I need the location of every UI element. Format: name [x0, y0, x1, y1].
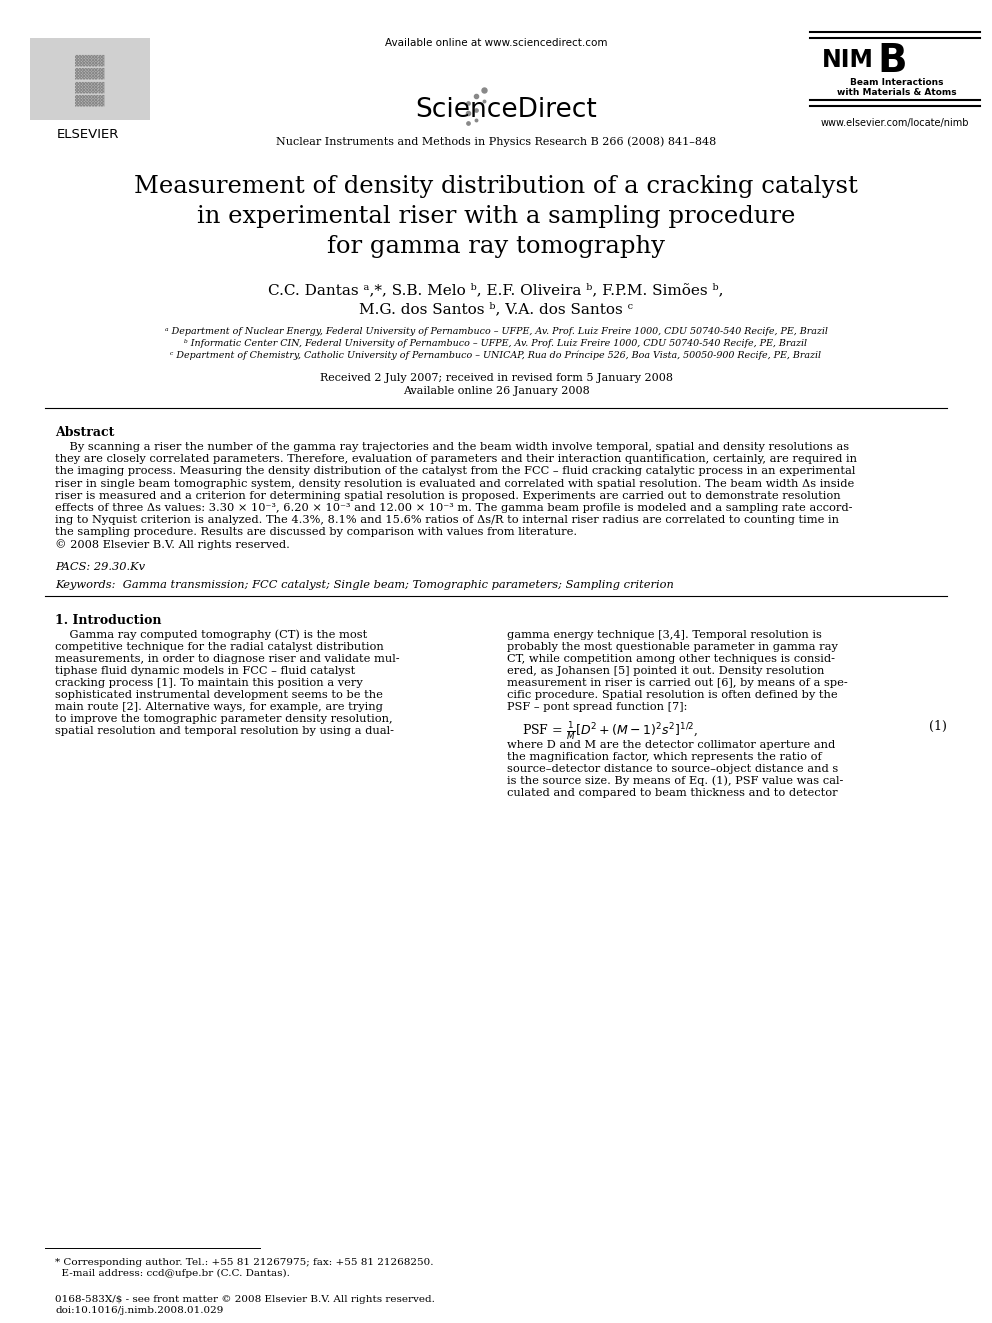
Text: for gamma ray tomography: for gamma ray tomography: [327, 235, 665, 258]
Text: Available online 26 January 2008: Available online 26 January 2008: [403, 386, 589, 396]
Text: Received 2 July 2007; received in revised form 5 January 2008: Received 2 July 2007; received in revise…: [319, 373, 673, 382]
Text: www.elsevier.com/locate/nimb: www.elsevier.com/locate/nimb: [820, 118, 969, 128]
Text: E-mail address: ccd@ufpe.br (C.C. Dantas).: E-mail address: ccd@ufpe.br (C.C. Dantas…: [55, 1269, 290, 1278]
Text: Abstract: Abstract: [55, 426, 114, 439]
Text: to improve the tomographic parameter density resolution,: to improve the tomographic parameter den…: [55, 714, 393, 724]
Text: Measurement of density distribution of a cracking catalyst: Measurement of density distribution of a…: [134, 175, 858, 198]
Text: culated and compared to beam thickness and to detector: culated and compared to beam thickness a…: [507, 787, 837, 798]
Text: * Corresponding author. Tel.: +55 81 21267975; fax: +55 81 21268250.: * Corresponding author. Tel.: +55 81 212…: [55, 1258, 434, 1267]
Text: spatial resolution and temporal resolution by using a dual-: spatial resolution and temporal resoluti…: [55, 726, 394, 736]
Text: ered, as Johansen [5] pointed it out. Density resolution: ered, as Johansen [5] pointed it out. De…: [507, 665, 824, 676]
Text: the imaging process. Measuring the density distribution of the catalyst from the: the imaging process. Measuring the densi…: [55, 467, 855, 476]
Text: PSF = $\frac{1}{M}[D^2 + (M-1)^2 s^2]^{1/2}$,: PSF = $\frac{1}{M}[D^2 + (M-1)^2 s^2]^{1…: [522, 720, 698, 742]
Text: riser is measured and a criterion for determining spatial resolution is proposed: riser is measured and a criterion for de…: [55, 491, 840, 501]
Text: tiphase fluid dynamic models in FCC – fluid catalyst: tiphase fluid dynamic models in FCC – fl…: [55, 665, 355, 676]
Text: the magnification factor, which represents the ratio of: the magnification factor, which represen…: [507, 751, 821, 762]
Text: measurement in riser is carried out [6], by means of a spe-: measurement in riser is carried out [6],…: [507, 677, 848, 688]
Text: ScienceDirect: ScienceDirect: [415, 97, 597, 123]
Text: sophisticated instrumental development seems to be the: sophisticated instrumental development s…: [55, 689, 383, 700]
Text: (1): (1): [930, 720, 947, 733]
Text: ᵃ Department of Nuclear Energy, Federal University of Pernambuco – UFPE, Av. Pro: ᵃ Department of Nuclear Energy, Federal …: [165, 327, 827, 336]
Text: they are closely correlated parameters. Therefore, evaluation of parameters and : they are closely correlated parameters. …: [55, 454, 857, 464]
Text: © 2008 Elsevier B.V. All rights reserved.: © 2008 Elsevier B.V. All rights reserved…: [55, 540, 290, 550]
Text: is the source size. By means of Eq. (1), PSF value was cal-: is the source size. By means of Eq. (1),…: [507, 775, 843, 786]
Text: where D and M are the detector collimator aperture and: where D and M are the detector collimato…: [507, 740, 835, 750]
Text: Nuclear Instruments and Methods in Physics Research B 266 (2008) 841–848: Nuclear Instruments and Methods in Physi…: [276, 136, 716, 147]
Text: measurements, in order to diagnose riser and validate mul-: measurements, in order to diagnose riser…: [55, 654, 400, 664]
Text: main route [2]. Alternative ways, for example, are trying: main route [2]. Alternative ways, for ex…: [55, 701, 383, 712]
Text: CT, while competition among other techniques is consid-: CT, while competition among other techni…: [507, 654, 835, 664]
Text: C.C. Dantas ᵃ,*, S.B. Melo ᵇ, E.F. Oliveira ᵇ, F.P.M. Simões ᵇ,: C.C. Dantas ᵃ,*, S.B. Melo ᵇ, E.F. Olive…: [268, 283, 724, 296]
Text: By scanning a riser the number of the gamma ray trajectories and the beam width : By scanning a riser the number of the ga…: [55, 442, 849, 452]
Text: PACS: 29.30.Kv: PACS: 29.30.Kv: [55, 562, 145, 572]
Text: competitive technique for the radial catalyst distribution: competitive technique for the radial cat…: [55, 642, 384, 652]
Text: doi:10.1016/j.nimb.2008.01.029: doi:10.1016/j.nimb.2008.01.029: [55, 1306, 223, 1315]
Text: with Materials & Atoms: with Materials & Atoms: [837, 89, 957, 97]
Text: Available online at www.sciencedirect.com: Available online at www.sciencedirect.co…: [385, 38, 607, 48]
Text: gamma energy technique [3,4]. Temporal resolution is: gamma energy technique [3,4]. Temporal r…: [507, 630, 822, 640]
FancyBboxPatch shape: [30, 38, 150, 120]
Text: Keywords:  Gamma transmission; FCC catalyst; Single beam; Tomographic parameters: Keywords: Gamma transmission; FCC cataly…: [55, 579, 674, 590]
Text: in experimental riser with a sampling procedure: in experimental riser with a sampling pr…: [196, 205, 796, 228]
Text: PSF – pont spread function [7]:: PSF – pont spread function [7]:: [507, 701, 687, 712]
Text: ▓▓▓▓▓
▓▓▓▓▓
▓▓▓▓▓
▓▓▓▓▓: ▓▓▓▓▓ ▓▓▓▓▓ ▓▓▓▓▓ ▓▓▓▓▓: [75, 54, 105, 106]
Text: NIM: NIM: [822, 48, 874, 71]
Text: B: B: [877, 42, 907, 79]
Text: ing to Nyquist criterion is analyzed. The 4.3%, 8.1% and 15.6% ratios of Δs/R to: ing to Nyquist criterion is analyzed. Th…: [55, 515, 839, 525]
Text: Gamma ray computed tomography (CT) is the most: Gamma ray computed tomography (CT) is th…: [55, 630, 367, 640]
Text: 0168-583X/$ - see front matter © 2008 Elsevier B.V. All rights reserved.: 0168-583X/$ - see front matter © 2008 El…: [55, 1295, 434, 1304]
Text: effects of three Δs values: 3.30 × 10⁻³, 6.20 × 10⁻³ and 12.00 × 10⁻³ m. The gam: effects of three Δs values: 3.30 × 10⁻³,…: [55, 503, 852, 513]
Text: the sampling procedure. Results are discussed by comparison with values from lit: the sampling procedure. Results are disc…: [55, 528, 577, 537]
Text: ᵇ Informatic Center CIN, Federal University of Pernambuco – UFPE, Av. Prof. Luiz: ᵇ Informatic Center CIN, Federal Univers…: [185, 339, 807, 348]
Text: ᶜ Department of Chemistry, Catholic University of Pernambuco – UNICAP, Rua do Pr: ᶜ Department of Chemistry, Catholic Univ…: [171, 351, 821, 360]
Text: riser in single beam tomographic system, density resolution is evaluated and cor: riser in single beam tomographic system,…: [55, 479, 854, 488]
Text: ELSEVIER: ELSEVIER: [57, 128, 119, 142]
Text: Beam Interactions: Beam Interactions: [850, 78, 943, 87]
Text: 1. Introduction: 1. Introduction: [55, 614, 162, 627]
Text: probably the most questionable parameter in gamma ray: probably the most questionable parameter…: [507, 642, 838, 652]
Text: cific procedure. Spatial resolution is often defined by the: cific procedure. Spatial resolution is o…: [507, 689, 837, 700]
Text: M.G. dos Santos ᵇ, V.A. dos Santos ᶜ: M.G. dos Santos ᵇ, V.A. dos Santos ᶜ: [359, 302, 633, 316]
Text: cracking process [1]. To maintain this position a very: cracking process [1]. To maintain this p…: [55, 677, 363, 688]
Text: source–detector distance to source–object distance and s: source–detector distance to source–objec…: [507, 763, 838, 774]
